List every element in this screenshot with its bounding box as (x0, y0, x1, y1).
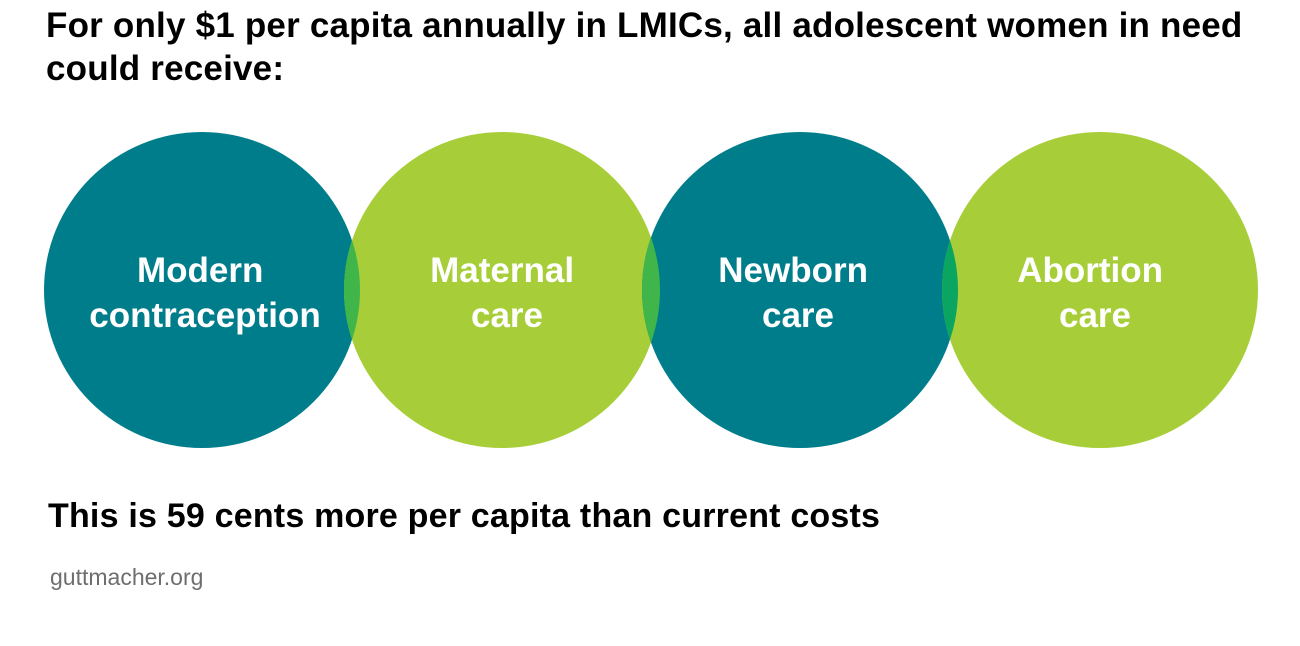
label-modern-contraception: Modern contraception (89, 251, 320, 335)
circle-maternal-care (344, 132, 660, 448)
label-abortion-care: Abortion care (1017, 251, 1173, 335)
label-maternal-care-line2: care (471, 296, 543, 335)
label-abortion-care-line1: Abortion (1017, 251, 1163, 290)
source-credit: guttmacher.org (50, 564, 204, 590)
footnote: This is 59 cents more per capita than cu… (48, 497, 881, 535)
circle-abortion-care (942, 132, 1258, 448)
label-newborn-care-line1: Newborn (718, 251, 868, 290)
circle-newborn-care (642, 132, 958, 448)
label-newborn-care: Newborn care (718, 251, 877, 335)
label-modern-contraception-line2: contraception (89, 296, 320, 335)
headline: For only $1 per capita annually in LMICs… (46, 6, 1243, 88)
label-abortion-care-line2: care (1059, 296, 1131, 335)
label-maternal-care-line1: Maternal (430, 251, 574, 290)
circle-modern-contraception (44, 132, 360, 448)
label-modern-contraception-line1: Modern (137, 251, 263, 290)
label-maternal-care: Maternal care (430, 251, 584, 335)
label-newborn-care-line2: care (762, 296, 834, 335)
